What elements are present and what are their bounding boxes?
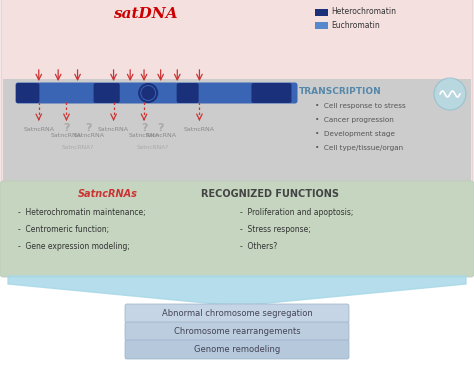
Text: Heterochromatin: Heterochromatin — [331, 7, 396, 17]
Text: -  Heterochromatin maintenance;: - Heterochromatin maintenance; — [18, 208, 146, 217]
Text: ?: ? — [63, 123, 70, 133]
Text: TRANSCRIPTION: TRANSCRIPTION — [299, 87, 382, 96]
Text: SatncRNA: SatncRNA — [98, 127, 129, 132]
Text: SatncRNA: SatncRNA — [51, 133, 82, 138]
Text: ?: ? — [85, 123, 92, 133]
FancyBboxPatch shape — [125, 340, 349, 359]
Text: -  Gene expression modeling;: - Gene expression modeling; — [18, 242, 130, 251]
Text: SatncRNA?: SatncRNA? — [136, 145, 168, 150]
Text: SatncRNA: SatncRNA — [23, 127, 55, 132]
Text: SatncRNA: SatncRNA — [145, 133, 176, 138]
Text: satDNA: satDNA — [113, 7, 177, 21]
Text: -  Proliferation and apoptosis;: - Proliferation and apoptosis; — [240, 208, 354, 217]
FancyBboxPatch shape — [16, 83, 298, 103]
FancyBboxPatch shape — [251, 83, 292, 103]
Text: SatncRNA: SatncRNA — [73, 133, 104, 138]
FancyBboxPatch shape — [125, 322, 349, 341]
Text: Abnormal chromosome segregation: Abnormal chromosome segregation — [162, 309, 312, 318]
Text: SatncRNA: SatncRNA — [184, 127, 215, 132]
Text: •  Cancer progression: • Cancer progression — [315, 117, 394, 123]
Text: Euchromatin: Euchromatin — [331, 21, 380, 30]
Circle shape — [434, 78, 466, 110]
Text: -  Centromeric function;: - Centromeric function; — [18, 225, 109, 234]
Text: ?: ? — [141, 123, 147, 133]
Text: SatncRNAs: SatncRNAs — [78, 189, 138, 199]
Text: Chromosome rearrangements: Chromosome rearrangements — [173, 327, 301, 336]
FancyBboxPatch shape — [93, 83, 120, 103]
Polygon shape — [8, 276, 466, 306]
Text: Genome remodeling: Genome remodeling — [194, 345, 280, 354]
Circle shape — [139, 84, 157, 102]
Bar — [3, 79, 471, 184]
FancyBboxPatch shape — [16, 83, 39, 103]
FancyBboxPatch shape — [177, 83, 199, 103]
Bar — [315, 22, 328, 29]
FancyBboxPatch shape — [125, 304, 349, 323]
Text: •  Development stage: • Development stage — [315, 131, 395, 137]
Text: SatncRNA: SatncRNA — [128, 133, 160, 138]
Text: •  Cell type/tissue/organ: • Cell type/tissue/organ — [315, 145, 403, 151]
Text: -  Stress response;: - Stress response; — [240, 225, 311, 234]
Text: SatncRNA?: SatncRNA? — [62, 145, 94, 150]
Bar — [315, 9, 328, 16]
FancyBboxPatch shape — [1, 0, 473, 186]
Text: ?: ? — [157, 123, 164, 133]
FancyBboxPatch shape — [0, 181, 474, 277]
Text: RECOGNIZED FUNCTIONS: RECOGNIZED FUNCTIONS — [201, 189, 339, 199]
Text: -  Others?: - Others? — [240, 242, 277, 251]
Circle shape — [141, 86, 155, 100]
Text: •  Cell response to stress: • Cell response to stress — [315, 103, 406, 109]
